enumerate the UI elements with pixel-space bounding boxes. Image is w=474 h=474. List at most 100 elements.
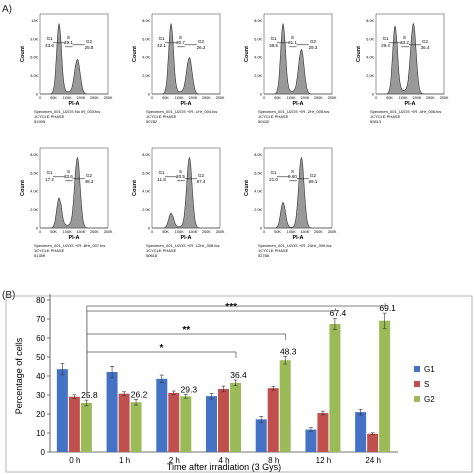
y-tick-label: 2.0K	[142, 208, 150, 212]
bar-g2	[80, 402, 92, 452]
g1-label: G1	[383, 36, 390, 41]
bar-s	[118, 393, 130, 452]
y-tick-label: 20	[36, 410, 45, 419]
x-tick-label: 250K	[104, 96, 113, 100]
x-tick-label: 4 h	[218, 456, 229, 465]
x-tick-label: 50K	[274, 230, 281, 234]
g2-value: 36.4	[421, 45, 430, 50]
x-tick-label: 200K	[426, 96, 435, 100]
y-tick-label: 6.0K	[30, 171, 38, 175]
bar-g2	[230, 382, 241, 452]
legend-swatch-g2	[414, 396, 420, 402]
bar-g2	[180, 396, 192, 452]
x-tick-label: 0 h	[69, 456, 80, 465]
bar-g1	[56, 369, 68, 452]
caption-phase: 1CYCLE PHASE	[370, 114, 401, 119]
bar-g1	[206, 396, 217, 452]
y-tick-label: 10	[36, 429, 45, 438]
histogram-curve	[40, 156, 108, 229]
y-tick-label: 9.0K	[30, 37, 38, 41]
x-tick-label: 250K	[440, 96, 449, 100]
data-label: 67.4	[330, 308, 347, 318]
y-tick-label: 2.0K	[254, 208, 262, 212]
data-label: 26.2	[131, 389, 148, 399]
y-tick-label: 30	[36, 391, 45, 400]
histogram-curve	[152, 23, 220, 95]
y-tick-label: 2.0K	[142, 74, 150, 78]
caption-phase: 1CYCLE PHASE	[258, 114, 289, 119]
g1-value: 42.1	[157, 43, 166, 48]
g2-label: G2	[198, 39, 205, 44]
g2-value: 48.3	[85, 179, 94, 184]
g2-label: G2	[422, 39, 429, 44]
s-label: S	[67, 35, 70, 40]
s-value: 9.60	[288, 174, 297, 179]
x-tick-label: 250K	[328, 96, 337, 100]
significance-marker: ***	[225, 302, 237, 313]
s-label: S	[179, 169, 182, 174]
g1-label: G1	[159, 170, 166, 175]
caption-count: 50618	[146, 253, 158, 258]
g2-label: G2	[86, 173, 93, 178]
bar-s	[218, 388, 229, 452]
x-axis-label: PI-A	[69, 235, 80, 241]
g1-label: G1	[47, 36, 54, 41]
y-tick-label: 60	[36, 334, 45, 343]
y-tick-label: 8.0K	[142, 153, 150, 157]
y-axis-label: Count	[20, 180, 26, 196]
caption-phase: 1CYCLE PHASE	[34, 114, 65, 119]
x-tick-label: 0	[39, 230, 41, 234]
caption-phase: 1CYCLE PHASE	[258, 248, 289, 253]
caption-filename: Specimen_001_U2OS +IR -12Hr_008.fcs	[146, 243, 219, 248]
g1-value: 43.6	[45, 43, 54, 48]
x-tick-label: 150K	[76, 230, 85, 234]
bar-s	[317, 413, 329, 452]
significance-marker: **	[182, 325, 190, 336]
caption-count: 50782	[146, 119, 158, 124]
y-axis-title: Percentage of cells	[14, 337, 24, 414]
g1-label: G1	[47, 170, 54, 175]
legend-swatch-s	[414, 381, 420, 387]
caption-count: 51359	[34, 253, 46, 258]
caption-filename: Specimen_001_U2OS +IR -2Hr_005.fcs	[258, 109, 329, 114]
histogram-curve	[40, 23, 108, 95]
caption-count: 50432	[258, 119, 270, 124]
y-tick-label: 0	[260, 93, 262, 97]
data-label: 69.1	[379, 303, 396, 313]
bar-g2	[130, 402, 142, 452]
y-tick-label: 6.0K	[142, 171, 150, 175]
bar-s	[267, 388, 279, 452]
x-axis-label: PI-A	[69, 101, 80, 107]
bar-g1	[255, 419, 267, 452]
g2-value: 25.8	[85, 45, 94, 50]
y-tick-label: 4.0K	[30, 190, 38, 194]
y-tick-label: 6.0K	[366, 37, 374, 41]
x-tick-label: 250K	[216, 96, 225, 100]
histogram-curve	[264, 156, 332, 229]
x-tick-label: 0	[151, 230, 153, 234]
s-value: 33.2	[400, 40, 409, 45]
g1-value: 21.0	[269, 177, 278, 182]
panel-a-label: A)	[2, 4, 12, 15]
caption-phase: 1CYCLE PHASE	[146, 114, 177, 119]
x-axis-label: PI-A	[405, 101, 416, 107]
y-tick-label: 12K	[31, 19, 38, 23]
y-axis-label: Count	[244, 46, 250, 62]
y-tick-label: 3.0K	[30, 74, 38, 78]
x-tick-label: 150K	[300, 230, 309, 234]
bar-s	[68, 396, 80, 452]
caption-filename: Specimen_001_U2OS +IR -24Hr_009.fcs	[258, 243, 331, 248]
y-tick-label: 40	[36, 372, 45, 381]
legend-label-s: S	[424, 380, 429, 389]
y-tick-label: 0	[36, 227, 38, 231]
y-tick-label: 4.0K	[254, 190, 262, 194]
x-tick-label: 50K	[162, 230, 169, 234]
g2-label: G2	[198, 173, 205, 178]
y-tick-label: 2.0K	[254, 74, 262, 78]
bar-g1	[106, 372, 118, 452]
